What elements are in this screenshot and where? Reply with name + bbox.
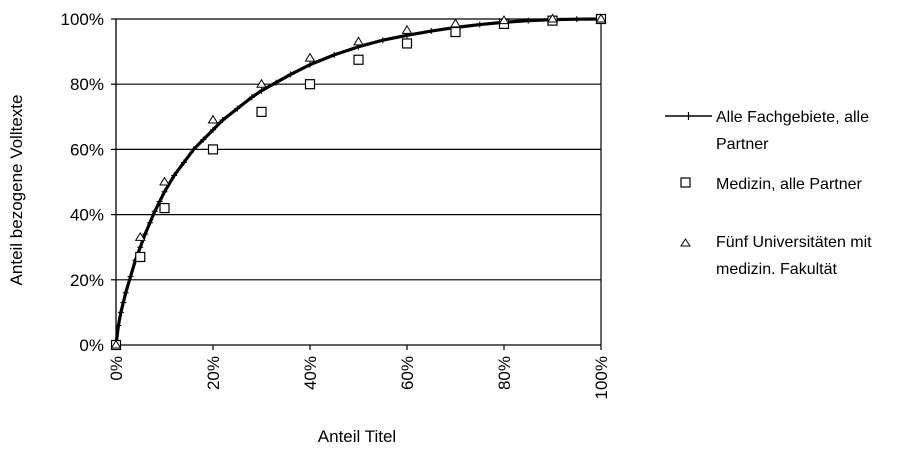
plus-marker bbox=[234, 105, 241, 112]
legend-line-plus-marker bbox=[665, 112, 712, 120]
legend-square-marker bbox=[680, 177, 691, 188]
square-marker bbox=[256, 106, 267, 118]
square-marker bbox=[450, 26, 461, 38]
x-tick-label: 80% bbox=[495, 356, 514, 390]
plus-marker bbox=[122, 289, 129, 296]
square-marker bbox=[304, 79, 316, 90]
triangle-marker bbox=[134, 231, 146, 241]
legend-label-five-universities-line1: Fünf Universitäten mit bbox=[716, 234, 872, 251]
triangle-marker bbox=[547, 13, 558, 23]
triangle-marker bbox=[110, 339, 122, 349]
tick-layer: 0% 20% 40% 60% 80% 100% 0% 20% 40% 60% 80% 100% bbox=[61, 10, 611, 399]
triangle-marker bbox=[159, 176, 170, 186]
y-tick-label: 60% bbox=[70, 140, 104, 159]
triangle-marker bbox=[207, 114, 219, 124]
triangle-marker bbox=[498, 15, 510, 25]
triangle-marker bbox=[450, 18, 461, 28]
plus-marker bbox=[146, 219, 153, 226]
plus-marker bbox=[219, 117, 226, 124]
plus-marker bbox=[287, 71, 294, 78]
legend-label-medizin: Medizin, alle Partner bbox=[716, 176, 863, 193]
series-layer bbox=[110, 13, 607, 351]
legend: Alle Fachgebiete, alle Partner Medizin, … bbox=[665, 109, 872, 278]
triangle-marker bbox=[401, 24, 413, 34]
square-marker bbox=[401, 38, 413, 49]
y-tick-label: 20% bbox=[70, 271, 104, 290]
plus-marker bbox=[151, 208, 158, 215]
legend-triangle-marker bbox=[680, 238, 691, 247]
plus-marker bbox=[161, 188, 168, 195]
plus-marker bbox=[525, 17, 532, 24]
plus-marker bbox=[210, 126, 216, 133]
series-line bbox=[114, 17, 602, 346]
x-tick-label: 100% bbox=[592, 356, 611, 399]
y-tick-label: 0% bbox=[79, 336, 104, 355]
y-axis-title: Anteil bezogene Volltexte bbox=[7, 95, 26, 286]
plus-marker bbox=[200, 136, 207, 143]
x-tick-label: 20% bbox=[204, 356, 223, 390]
plus-marker bbox=[115, 322, 122, 329]
legend-label-all-fields-line1: Alle Fachgebiete, alle bbox=[716, 109, 869, 126]
square-marker bbox=[207, 144, 219, 155]
series-1 bbox=[113, 16, 604, 348]
plus-marker bbox=[190, 146, 197, 153]
triangle-marker bbox=[256, 78, 267, 88]
series-3 bbox=[110, 13, 607, 349]
plus-marker bbox=[180, 159, 187, 166]
y-tick-label: 80% bbox=[70, 75, 104, 94]
grid-layer bbox=[116, 18, 601, 281]
plus-marker bbox=[127, 273, 134, 280]
plus-marker bbox=[573, 16, 580, 23]
plus-marker bbox=[273, 79, 280, 86]
plus-marker bbox=[137, 244, 144, 251]
square-marker bbox=[353, 54, 364, 65]
x-tick-label: 60% bbox=[398, 356, 417, 390]
plus-marker bbox=[120, 299, 127, 306]
plus-marker bbox=[248, 94, 255, 101]
y-tick-label: 100% bbox=[61, 10, 104, 29]
plus-marker bbox=[428, 28, 435, 35]
plus-marker bbox=[117, 309, 124, 316]
plus-marker bbox=[331, 51, 338, 58]
plus-marker bbox=[476, 21, 483, 28]
legend-item-all-fields: Alle Fachgebiete, alle Partner bbox=[665, 109, 869, 153]
plus-marker bbox=[258, 87, 265, 94]
y-tick-label: 40% bbox=[70, 206, 104, 225]
triangle-marker bbox=[595, 13, 607, 23]
x-tick-label: 0% bbox=[107, 356, 126, 381]
plus-marker bbox=[379, 37, 386, 44]
x-tick-label: 40% bbox=[301, 356, 320, 390]
square-marker bbox=[159, 202, 170, 214]
triangle-marker bbox=[304, 52, 316, 62]
triangle-marker bbox=[353, 36, 364, 46]
legend-label-all-fields-line2: Partner bbox=[716, 136, 769, 153]
plus-marker bbox=[171, 172, 178, 179]
legend-item-medizin: Medizin, alle Partner bbox=[680, 176, 863, 193]
series-2 bbox=[110, 13, 607, 351]
plus-marker bbox=[307, 61, 313, 68]
axes-layer bbox=[115, 19, 602, 346]
x-axis-title: Anteil Titel bbox=[318, 427, 396, 446]
legend-item-five-universities: Fünf Universitäten mit medizin. Fakultät bbox=[680, 234, 872, 278]
square-marker bbox=[135, 251, 146, 263]
plus-marker bbox=[142, 231, 149, 238]
legend-label-five-universities-line2: medizin. Fakultät bbox=[716, 261, 837, 278]
